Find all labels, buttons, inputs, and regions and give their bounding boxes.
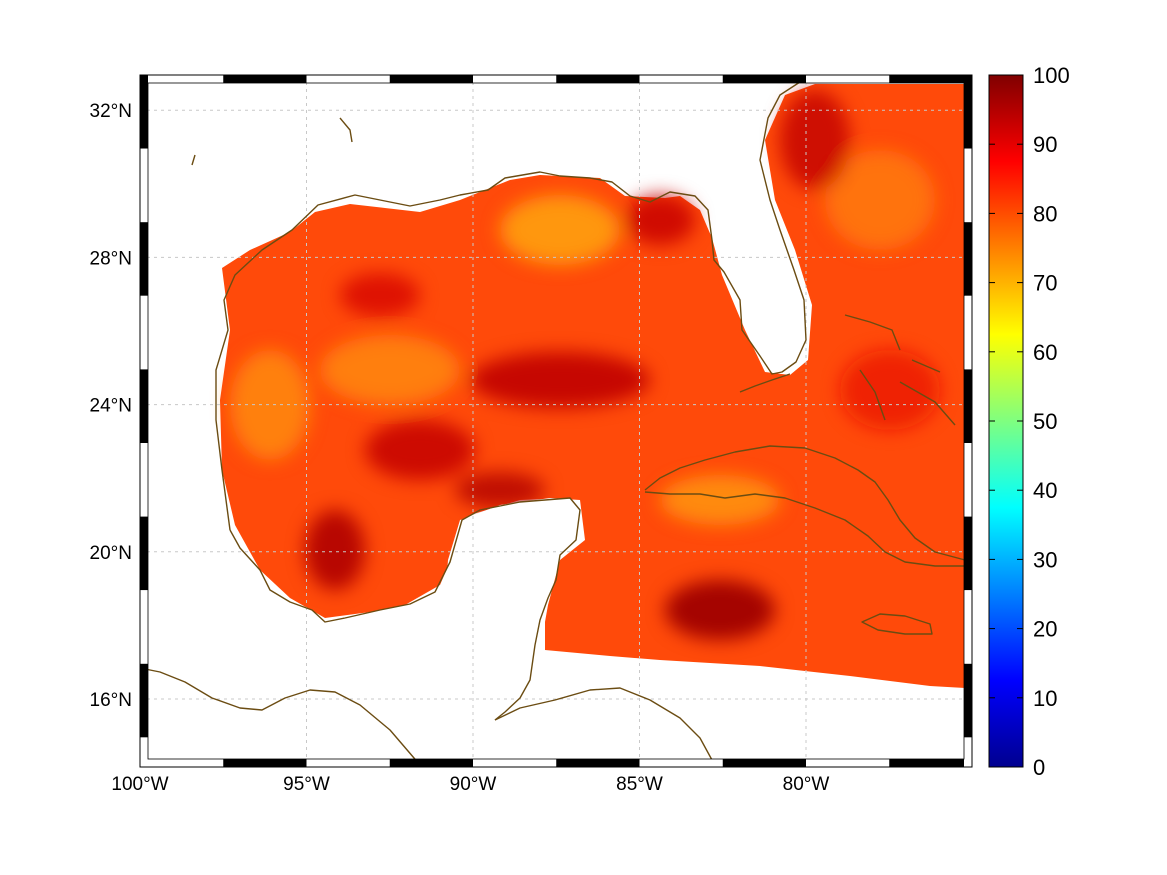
lon-tick-label: 80°W (783, 774, 830, 795)
frame-segment-bottom (473, 759, 557, 767)
colorbar-ticks: 0 10 20 30 40 50 60 70 80 90 100 (989, 63, 1070, 780)
colorbar-tick-label: 90 (1033, 132, 1057, 157)
frame-segment-left (140, 516, 148, 591)
colorbar: 0 10 20 30 40 50 60 70 80 90 100 (988, 63, 1070, 780)
lon-tick-label: 95°W (283, 774, 330, 795)
lat-tick-label: 20°N (90, 543, 132, 564)
frame-segment-left (140, 663, 148, 738)
frame-segment-left (140, 590, 148, 664)
field-patch (320, 335, 460, 405)
data-field (220, 84, 965, 720)
colorbar-tick-label: 10 (1033, 686, 1057, 711)
texas-inlet (191, 117, 353, 166)
field-patch (665, 580, 775, 640)
frame-outline (139, 74, 973, 768)
lat-tick-label: 16°N (90, 690, 132, 711)
frame-segment-left (140, 295, 148, 370)
colorbar-tick-label: 30 (1033, 547, 1057, 572)
field-patch (455, 472, 545, 508)
frame-segment-left (140, 75, 148, 149)
lat-tick-label: 32°N (90, 101, 132, 122)
colorbar-tick-label: 0 (1033, 755, 1045, 780)
frame-segment-top (556, 75, 640, 83)
yucatan-land (445, 498, 585, 720)
colorbar-tick-label: 40 (1033, 478, 1057, 503)
frame-segment-top (889, 75, 973, 83)
frame-segment-top (140, 75, 224, 83)
field-patch (305, 510, 365, 590)
frame-segment-bottom (223, 759, 307, 767)
field-patch (500, 195, 620, 265)
field-patch (840, 350, 940, 430)
lon-tick-label: 100°W (111, 774, 168, 795)
field-patch (660, 475, 780, 525)
frame-segment-top (223, 75, 307, 83)
frame-segment-top (389, 75, 473, 83)
field-patch (365, 420, 475, 480)
frame-segment-left (140, 369, 148, 443)
frame-segment-right (964, 148, 972, 223)
colorbar-tick-label: 20 (1033, 617, 1057, 642)
frame-inner-outline (147, 82, 965, 760)
frame-segment-left (140, 737, 148, 767)
frame-segment-bottom (556, 759, 640, 767)
lon-tick-label: 90°W (450, 774, 497, 795)
cuba-coast (644, 445, 966, 567)
colorbar-tick-label: 70 (1033, 271, 1057, 296)
frame-segment-right (964, 369, 972, 443)
frame-segment-bottom (722, 759, 806, 767)
colorbar-tick-label: 100 (1033, 63, 1070, 88)
frame-segment-left (140, 148, 148, 223)
frame-segment-bottom (889, 759, 973, 767)
field-patch (625, 195, 695, 245)
frame-segment-top (806, 75, 890, 83)
frame-segment-bottom (140, 759, 224, 767)
bahamas-islands (844, 314, 956, 426)
florida-keys (739, 373, 791, 393)
lon-tick-labels: 100°W 95°W 90°W 85°W 80°W (111, 774, 829, 795)
mexico-gulf-coast (215, 75, 819, 531)
field-patch (230, 350, 310, 460)
colorbar-tick-label: 80 (1033, 201, 1057, 226)
field-patch (825, 150, 935, 250)
frame-segment-top (639, 75, 723, 83)
central-america-coast (494, 687, 713, 761)
frame-segment-top (722, 75, 806, 83)
field-patch (340, 273, 420, 317)
frame-segment-right (964, 75, 972, 149)
frame-segment-right (964, 295, 972, 370)
lon-tick-label: 85°W (616, 774, 663, 795)
frame-segment-bottom (306, 759, 390, 767)
frame-segment-right (964, 516, 972, 591)
colorbar-tick-label: 60 (1033, 340, 1057, 365)
coastlines (139, 75, 966, 766)
frame-segment-top (306, 75, 390, 83)
frame-segment-bottom (806, 759, 890, 767)
graticule (140, 75, 972, 767)
map-frame (139, 74, 973, 768)
frame-segment-right (964, 590, 972, 664)
lat-tick-label: 28°N (90, 248, 132, 269)
us-gulf-coast (139, 667, 421, 766)
lat-tick-label: 24°N (90, 396, 132, 417)
mexico-south-coast (229, 497, 581, 721)
frame-segment-left (140, 222, 148, 296)
jamaica-coast (861, 613, 933, 635)
frame-segment-right (964, 443, 972, 517)
frame-segment-bottom (639, 759, 723, 767)
frame-segment-right (964, 737, 972, 767)
frame-segment-left (140, 443, 148, 517)
frame-segment-top (473, 75, 557, 83)
field-patch (780, 90, 850, 190)
frame-segment-bottom (389, 759, 473, 767)
colorbar-tick-label: 50 (1033, 409, 1057, 434)
frame-segment-right (964, 663, 972, 738)
frame-segment-right (964, 222, 972, 296)
field-patch (470, 352, 650, 408)
lat-tick-labels: 16°N 20°N 24°N 28°N 32°N (90, 101, 132, 711)
